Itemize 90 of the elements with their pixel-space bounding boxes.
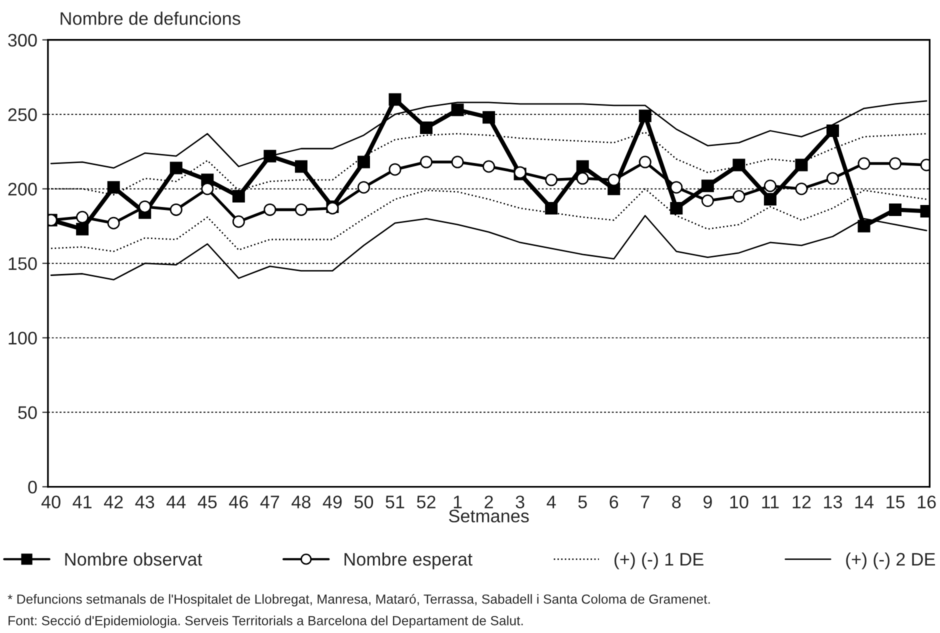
y-tick-label: 250	[8, 108, 37, 122]
x-tick-label: 11	[762, 496, 779, 508]
legend-label: Nombre esperat	[344, 552, 472, 570]
x-tick-label: 3	[516, 496, 524, 508]
point	[764, 180, 776, 192]
legend-label: (+) (-) 1 DE	[614, 552, 704, 570]
x-tick-label: 40	[41, 496, 60, 508]
point	[138, 200, 152, 213]
y-tick-label: 200	[8, 182, 37, 196]
point	[732, 158, 746, 172]
x-tick-label: 15	[886, 496, 905, 508]
x-tick-label: 52	[416, 496, 436, 508]
point	[732, 190, 746, 203]
point	[545, 174, 558, 186]
point	[826, 124, 839, 137]
point	[388, 163, 402, 176]
point	[232, 190, 245, 203]
x-tick-label: 14	[855, 496, 874, 508]
x-tick-label: 7	[641, 496, 650, 508]
text: Font: Secció d'Epidemiologia. Serveis Territorials a Barcelona del Departament de Salut.	[8, 615, 523, 628]
point	[795, 182, 808, 196]
legend-label: (+) (-) 2 DE	[846, 552, 936, 570]
point	[701, 180, 714, 192]
point	[107, 181, 120, 194]
point	[357, 156, 370, 168]
x-tick-label: 12	[792, 496, 811, 508]
x-tick-label: 4	[546, 496, 556, 508]
point	[608, 174, 620, 186]
legend-label: Nombre observat	[65, 552, 202, 566]
point	[858, 220, 870, 232]
x-tick-label: 8	[672, 496, 681, 508]
x-tick-label: 6	[610, 496, 618, 508]
x-tick-label: 5	[578, 496, 587, 508]
x-tick-label: 46	[229, 496, 248, 508]
point	[232, 215, 245, 228]
y-tick-label: 0	[28, 480, 37, 494]
point	[764, 193, 776, 206]
x-tick-label: 51	[386, 496, 404, 508]
y-tick-label: 100	[8, 332, 37, 345]
point	[638, 156, 652, 168]
point	[576, 172, 589, 185]
x-tick-label: 42	[104, 496, 123, 508]
point	[826, 172, 839, 185]
x-tick-label: 41	[72, 496, 92, 508]
y-tick-label: 150	[8, 257, 37, 270]
point	[795, 158, 808, 172]
point	[701, 194, 714, 208]
point	[294, 203, 308, 216]
point	[357, 181, 370, 194]
x-tick-label: 45	[198, 496, 217, 508]
point	[670, 202, 683, 214]
x-tick-label: 1	[454, 496, 462, 508]
y-tick-label: 300	[8, 34, 37, 47]
point	[76, 222, 89, 236]
x-tick-label: 16	[918, 496, 936, 508]
point	[889, 157, 902, 170]
point	[170, 203, 182, 216]
point	[638, 110, 652, 122]
x-tick-label: 9	[703, 496, 712, 508]
x-tick-label: 13	[824, 496, 842, 508]
point	[576, 160, 589, 173]
x-tick-label: 49	[322, 496, 342, 508]
point	[545, 202, 558, 214]
point	[451, 156, 464, 168]
x-tick-label: 2	[484, 496, 493, 508]
y-axis-title: Nombre de defuncions	[60, 12, 240, 25]
point	[170, 162, 182, 174]
x-tick-label: 47	[260, 496, 280, 508]
x-tick-label: 48	[292, 496, 310, 508]
point	[858, 157, 870, 170]
point	[482, 160, 496, 173]
y-tick-label: 50	[18, 406, 37, 420]
point	[388, 93, 402, 106]
x-tick-label: 43	[135, 496, 154, 508]
x-axis-title: Setmanes	[448, 510, 529, 522]
point	[420, 122, 433, 134]
point	[294, 160, 308, 173]
x-tick-label: 10	[730, 496, 748, 508]
text: * Defuncions setmanals de l'Hospitalet de Llobregat, Manresa, Mataró, Terrassa, Sabadell i Santa Coloma de Gramenet.	[8, 594, 710, 606]
point	[889, 203, 902, 216]
point	[420, 156, 433, 168]
x-tick-label: 50	[354, 496, 374, 508]
point	[107, 216, 120, 230]
point	[201, 182, 214, 196]
point	[264, 203, 276, 216]
point	[670, 181, 683, 194]
point	[482, 111, 496, 124]
x-tick-label: 44	[166, 496, 186, 508]
point	[76, 210, 89, 224]
point	[451, 104, 464, 116]
